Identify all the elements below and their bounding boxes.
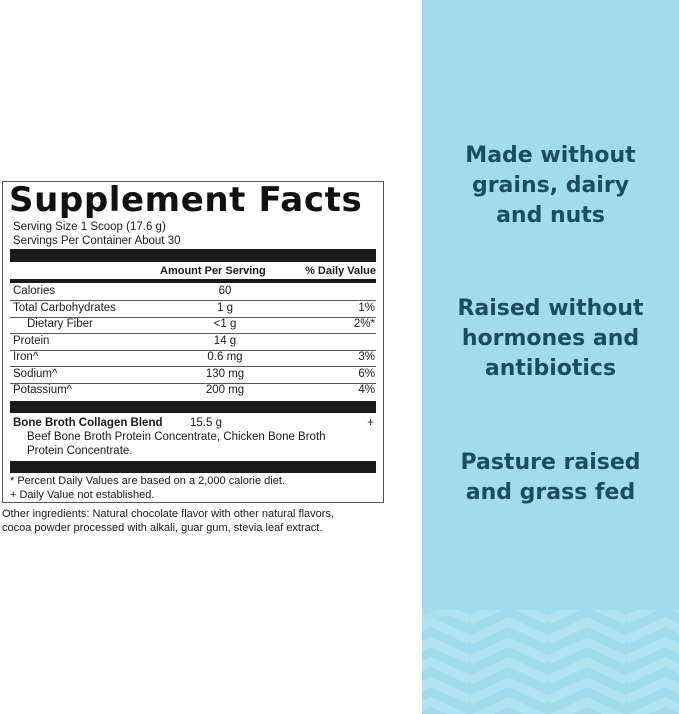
nutrient-amount: <1 g: [213, 318, 237, 330]
chevron-shape: [550, 697, 624, 714]
divider-bar: [10, 461, 376, 473]
nutrient-name: Protein: [13, 334, 50, 347]
divider-bar: [10, 401, 376, 413]
chevron-shape: [546, 610, 628, 625]
nutrient-name: Iron^: [13, 351, 39, 363]
nutrient-row: Total Carbohydrates 1 g 1%: [10, 301, 376, 317]
nutrient-row: Calories 60: [10, 284, 376, 300]
claim-line: and nuts: [496, 203, 605, 228]
nutrient-dv: 6%: [358, 367, 375, 380]
nutrient-name: Dietary Fiber: [27, 318, 93, 330]
claim-no-grains: Made without grains, dairy and nuts: [422, 141, 679, 231]
claim-line: Made without: [465, 143, 636, 168]
chevron-shape: [422, 677, 472, 705]
row-rule: [10, 366, 376, 367]
chevron-shape: [472, 697, 546, 714]
claim-line: Pasture raised: [460, 450, 641, 475]
chevron-shape: [624, 617, 679, 645]
chevron-shape: [546, 637, 628, 665]
nutrient-row: Sodium^ 130 mg 6%: [10, 367, 376, 383]
chevron-shape: [624, 677, 679, 705]
chevron-shape: [422, 697, 468, 714]
chevron-shape: [422, 617, 472, 645]
servings-per-container: Servings Per Container About 30: [13, 235, 181, 247]
claim-line: Raised without: [457, 296, 644, 321]
chevron-shape: [468, 637, 550, 665]
row-rule: [10, 333, 376, 334]
nutrient-row: Potassium^ 200 mg 4%: [10, 383, 376, 399]
claim-line: antibiotics: [484, 356, 617, 381]
blend-ingredients-1: Beef Bone Broth Protein Concentrate, Chi…: [27, 431, 326, 443]
nutrient-row: Iron^ 0.6 mg 3%: [10, 350, 376, 366]
nutrient-name: Total Carbohydrates: [13, 301, 116, 314]
nutrient-dv: 1%: [358, 301, 375, 314]
chevron-shape: [468, 677, 550, 705]
nutrient-amount: 130 mg: [205, 367, 245, 380]
claim-line: grains, dairy: [471, 173, 630, 198]
footnote-dv: * Percent Daily Values are based on a 2,…: [10, 475, 285, 487]
chevron-shape: [628, 697, 679, 714]
supplement-facts-label: [2, 181, 384, 503]
other-ingredients-1: Other ingredients: Natural chocolate fla…: [2, 508, 334, 520]
chevron-shape: [468, 617, 550, 645]
nutrient-name: Sodium^: [13, 367, 58, 380]
nutrient-amount: 1 g: [217, 301, 233, 314]
chevron-pattern: [422, 610, 679, 714]
chevron-shape: [546, 677, 628, 705]
divider-thick: [10, 279, 376, 283]
nutrient-amount: 200 mg: [205, 384, 245, 396]
claim-pasture-raised: Pasture raised and grass fed: [422, 448, 679, 508]
serving-size: Serving Size 1 Scoop (17.6 g): [13, 221, 166, 233]
nutrient-dv: 3%: [358, 351, 375, 363]
divider-bar: [10, 249, 376, 262]
chevron-shape: [624, 610, 679, 625]
label-title: Supplement Facts: [9, 180, 363, 220]
blend-name: Bone Broth Collagen Blend: [13, 417, 163, 429]
nutrient-amount: 0.6 mg: [207, 351, 243, 363]
row-rule: [10, 382, 376, 384]
chevron-shape: [546, 617, 628, 645]
row-rule: [10, 300, 376, 301]
nutrient-amount: 60: [218, 285, 232, 297]
footnote-plus: + Daily Value not established.: [10, 489, 155, 501]
claims-panel: Made without grains, dairy and nuts Rais…: [422, 0, 679, 714]
other-ingredients-2: cocoa powder processed with alkali, guar…: [2, 522, 323, 534]
claim-line: and grass fed: [465, 480, 636, 505]
chevron-shape: [422, 637, 472, 665]
nutrient-row: Protein 14 g: [10, 334, 376, 350]
chevron-shape: [624, 637, 679, 665]
nutrient-dv: 4%: [358, 384, 375, 396]
nutrient-amount: 14 g: [213, 334, 237, 347]
claim-line: hormones and: [461, 326, 640, 351]
blend-amount: 15.5 g: [190, 417, 222, 429]
chevron-shape: [468, 610, 550, 625]
chevron-shape: [624, 657, 679, 685]
nutrient-dv: 2%*: [353, 318, 375, 330]
header-dv: % Daily Value: [305, 265, 376, 277]
blend-dv: +: [367, 417, 374, 429]
claim-no-hormones: Raised without hormones and antibiotics: [422, 294, 679, 384]
chevron-shape: [468, 657, 550, 685]
nutrient-row: Dietary Fiber <1 g 2%*: [10, 317, 376, 333]
row-rule: [10, 349, 376, 351]
nutrient-name: Calories: [13, 285, 56, 297]
chevron-shape: [422, 610, 472, 625]
header-amount: Amount Per Serving: [160, 265, 266, 277]
chevron-shape: [546, 657, 628, 685]
chevron-shape: [422, 657, 472, 685]
nutrient-name: Potassium^: [13, 384, 73, 396]
row-rule: [10, 316, 376, 318]
blend-ingredients-2: Protein Concentrate.: [27, 445, 133, 457]
